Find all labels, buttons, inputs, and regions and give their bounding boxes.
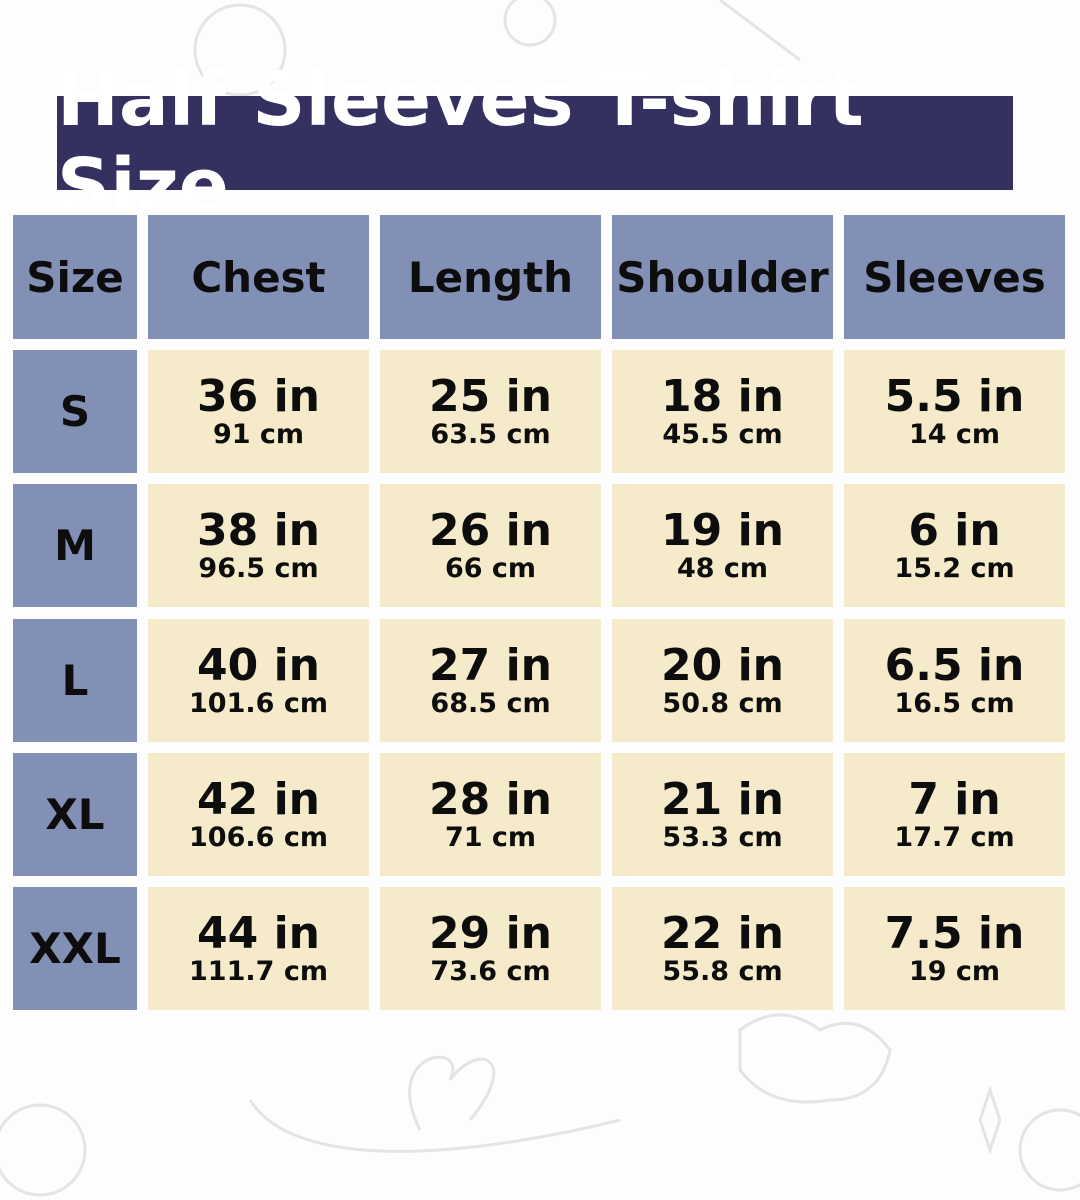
inches-value: 21 in bbox=[661, 773, 784, 825]
inches-value: 19 in bbox=[661, 504, 784, 556]
cm-value: 48 cm bbox=[676, 552, 769, 584]
measurement-cell: 26 in 66 cm bbox=[380, 484, 601, 607]
cm-value: 50.8 cm bbox=[662, 687, 783, 719]
inches-value: 38 in bbox=[197, 504, 320, 556]
header-cell: Shoulder bbox=[612, 215, 833, 339]
measurement-cell: 18 in 45.5 cm bbox=[612, 350, 833, 473]
header-cell: Size bbox=[13, 215, 137, 339]
measurement-cell: 6.5 in 16.5 cm bbox=[844, 619, 1065, 742]
inches-value: 22 in bbox=[661, 907, 784, 959]
cm-value: 14 cm bbox=[908, 418, 1001, 450]
measurement-cell: 7 in 17.7 cm bbox=[844, 753, 1065, 876]
measurement-cell: 19 in 48 cm bbox=[612, 484, 833, 607]
measurement-cell: 28 in 71 cm bbox=[380, 753, 601, 876]
size-label-cell: M bbox=[13, 484, 137, 607]
inches-value: 44 in bbox=[197, 907, 320, 959]
cm-value: 73.6 cm bbox=[430, 955, 551, 987]
measurement-cell: 6 in 15.2 cm bbox=[844, 484, 1065, 607]
cm-value: 106.6 cm bbox=[189, 821, 328, 853]
inches-value: 20 in bbox=[661, 639, 784, 691]
inches-value: 25 in bbox=[429, 370, 552, 422]
inches-value: 6.5 in bbox=[884, 639, 1025, 691]
cm-value: 17.7 cm bbox=[894, 821, 1015, 853]
cm-value: 71 cm bbox=[444, 821, 537, 853]
cm-value: 63.5 cm bbox=[430, 418, 551, 450]
inches-value: 27 in bbox=[429, 639, 552, 691]
measurement-cell: 29 in 73.6 cm bbox=[380, 887, 601, 1010]
size-label-cell: XL bbox=[13, 753, 137, 876]
inches-value: 18 in bbox=[661, 370, 784, 422]
size-label-cell: S bbox=[13, 350, 137, 473]
header-cell: Sleeves bbox=[844, 215, 1065, 339]
header-cell: Chest bbox=[148, 215, 369, 339]
cm-value: 96.5 cm bbox=[198, 552, 319, 584]
measurement-cell: 36 in 91 cm bbox=[148, 350, 369, 473]
cm-value: 68.5 cm bbox=[430, 687, 551, 719]
measurement-cell: 20 in 50.8 cm bbox=[612, 619, 833, 742]
measurement-cell: 7.5 in 19 cm bbox=[844, 887, 1065, 1010]
measurement-cell: 42 in 106.6 cm bbox=[148, 753, 369, 876]
measurement-cell: 25 in 63.5 cm bbox=[380, 350, 601, 473]
inches-value: 28 in bbox=[429, 773, 552, 825]
cm-value: 111.7 cm bbox=[189, 955, 328, 987]
measurement-cell: 21 in 53.3 cm bbox=[612, 753, 833, 876]
cm-value: 19 cm bbox=[908, 955, 1001, 987]
inches-value: 5.5 in bbox=[884, 370, 1025, 422]
size-label-cell: XXL bbox=[13, 887, 137, 1010]
cm-value: 53.3 cm bbox=[662, 821, 783, 853]
measurement-cell: 40 in 101.6 cm bbox=[148, 619, 369, 742]
measurement-cell: 44 in 111.7 cm bbox=[148, 887, 369, 1010]
inches-value: 36 in bbox=[197, 370, 320, 422]
cm-value: 45.5 cm bbox=[662, 418, 783, 450]
size-label-cell: L bbox=[13, 619, 137, 742]
cm-value: 16.5 cm bbox=[894, 687, 1015, 719]
inches-value: 6 in bbox=[908, 504, 1001, 556]
inches-value: 7.5 in bbox=[884, 907, 1025, 959]
inches-value: 26 in bbox=[429, 504, 552, 556]
header-cell: Length bbox=[380, 215, 601, 339]
inches-value: 7 in bbox=[908, 773, 1001, 825]
inches-value: 42 in bbox=[197, 773, 320, 825]
cm-value: 66 cm bbox=[444, 552, 537, 584]
measurement-cell: 27 in 68.5 cm bbox=[380, 619, 601, 742]
page-title: Half Sleeves T-shirt Size bbox=[57, 57, 1013, 229]
inches-value: 29 in bbox=[429, 907, 552, 959]
cm-value: 55.8 cm bbox=[662, 955, 783, 987]
inches-value: 40 in bbox=[197, 639, 320, 691]
cm-value: 15.2 cm bbox=[894, 552, 1015, 584]
cm-value: 101.6 cm bbox=[189, 687, 328, 719]
measurement-cell: 38 in 96.5 cm bbox=[148, 484, 369, 607]
cm-value: 91 cm bbox=[212, 418, 305, 450]
measurement-cell: 22 in 55.8 cm bbox=[612, 887, 833, 1010]
measurement-cell: 5.5 in 14 cm bbox=[844, 350, 1065, 473]
